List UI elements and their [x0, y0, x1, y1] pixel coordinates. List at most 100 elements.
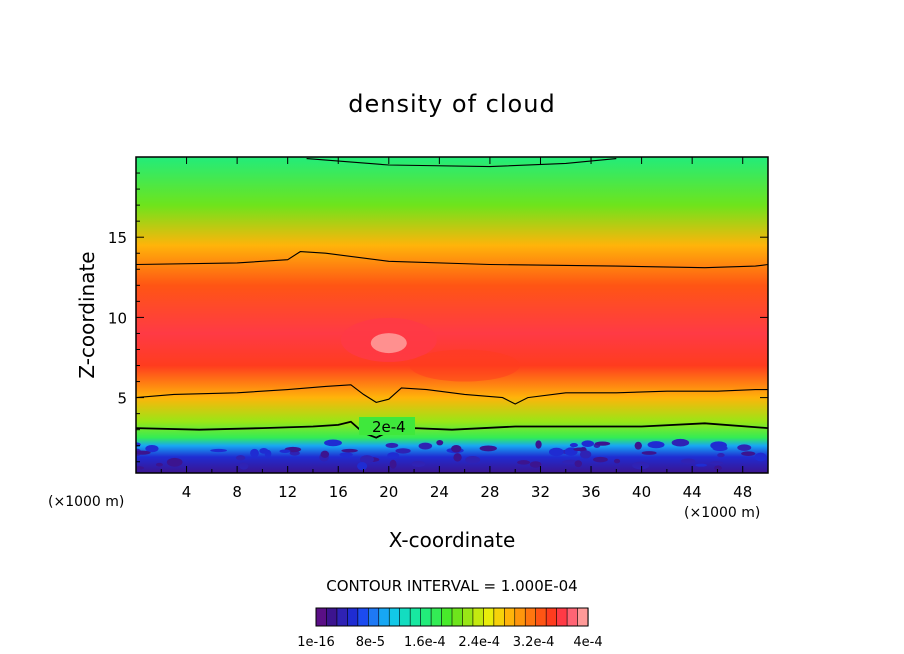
contour-line [306, 158, 617, 168]
cloud-density-field [136, 157, 768, 473]
low-level-noise [709, 461, 724, 465]
density-lobe [409, 349, 520, 382]
plot-area [136, 157, 768, 473]
colorbar-swatch [545, 607, 558, 627]
low-level-noise [581, 440, 595, 447]
colorbar-swatch [315, 607, 328, 627]
x-tick-label: 40 [632, 483, 651, 501]
low-level-noise [641, 451, 657, 455]
colorbar-swatch [504, 607, 516, 627]
low-level-noise [155, 462, 163, 467]
colorbar-swatch [483, 607, 495, 627]
x-tick-label: 8 [232, 483, 242, 501]
low-level-noise [548, 447, 564, 457]
y-axis-unit: (×1000 m) [684, 505, 760, 521]
colorbar-swatch [357, 607, 369, 627]
colorbar-swatch [441, 607, 453, 627]
x-tick-label: 24 [430, 483, 449, 501]
low-level-noise [320, 450, 330, 458]
low-level-noise [647, 441, 665, 449]
low-level-noise [387, 452, 400, 459]
colorbar-swatch [388, 607, 401, 627]
low-level-noise [574, 460, 582, 468]
colorbar-swatch [556, 607, 568, 627]
low-level-noise [453, 453, 462, 462]
low-level-noise [259, 447, 269, 454]
colorbar-tick-label: 4e-4 [573, 635, 602, 650]
colorbar-tick-label: 8e-5 [356, 635, 385, 650]
colorbar-swatch [462, 607, 474, 627]
low-level-noise [479, 445, 497, 452]
low-level-noise [741, 451, 756, 456]
y-tick-label: 5 [117, 390, 127, 408]
x-tick-label: 44 [683, 483, 702, 501]
field-features [136, 317, 767, 471]
colorbar-swatch [409, 607, 422, 627]
contour-interval-text: CONTOUR INTERVAL = 1.000E-04 [326, 577, 577, 595]
low-level-noise [517, 460, 531, 465]
low-level-noise [714, 465, 722, 471]
colorbar-tick-labels: 1e-16 8e-5 1.6e-4 2.4e-4 3.2e-4 4e-4 [297, 635, 602, 650]
colorbar-tick-label: 2.4e-4 [458, 635, 500, 650]
colorbar-swatch [420, 607, 432, 627]
low-level-noise [594, 441, 611, 446]
colorbar-swatch [535, 607, 547, 627]
low-level-noise [579, 450, 592, 459]
low-level-noise [411, 460, 426, 467]
x-axis-ticks: 4 8 12 16 20 24 28 32 36 40 44 48 [160, 157, 752, 501]
x-axis-label: X-coordinate [389, 528, 516, 552]
low-level-noise [737, 444, 752, 451]
low-level-noise [166, 457, 183, 467]
colorbar-swatch [399, 607, 411, 627]
low-level-noise [712, 445, 728, 452]
chart-title: density of cloud [348, 90, 555, 118]
low-level-noise [239, 462, 249, 470]
low-level-noise [451, 445, 462, 453]
low-level-noise [671, 438, 690, 447]
low-level-noise [569, 443, 578, 448]
low-level-noise [145, 444, 159, 453]
colorbar-swatch [493, 607, 505, 627]
y-tick-label: 10 [108, 309, 127, 327]
low-level-noise [695, 463, 708, 467]
colorbar-swatch [514, 607, 526, 627]
colorbar-tick-label: 1.6e-4 [404, 635, 446, 650]
low-level-noise [357, 462, 368, 471]
contour-label-bg [359, 417, 415, 435]
x-tick-label: 28 [480, 483, 499, 501]
x-axis-unit: (×1000 m) [48, 494, 124, 510]
density-max-core [370, 333, 407, 354]
low-level-noise [250, 448, 259, 458]
x-tick-label: 32 [531, 483, 550, 501]
low-level-noise [395, 448, 411, 454]
low-level-noise [681, 458, 696, 465]
low-level-noise [632, 461, 650, 470]
colorbar-swatch [577, 607, 589, 627]
colorbar-swatch [336, 607, 348, 627]
colorbar-swatch [347, 607, 359, 627]
contour-line [136, 384, 768, 405]
low-level-noise [385, 442, 399, 448]
x-tick-label: 20 [379, 483, 398, 501]
low-level-noise [324, 439, 342, 447]
x-tick-label: 48 [733, 483, 752, 501]
low-level-noise [717, 453, 725, 458]
low-level-noise [341, 448, 358, 453]
x-tick-label: 16 [329, 483, 348, 501]
colorbar-tick-label: 1e-16 [297, 635, 335, 650]
low-level-noise [389, 459, 397, 469]
low-level-noise [465, 455, 481, 464]
colorbar-swatch [472, 607, 484, 627]
low-level-noise [529, 461, 542, 468]
y-tick-label: 15 [108, 229, 127, 247]
colorbar-swatch [378, 607, 390, 627]
colorbar [315, 607, 589, 627]
colorbar-swatch [368, 607, 380, 627]
low-level-noise [593, 456, 608, 463]
low-level-noise [436, 439, 444, 446]
plot-frame [135, 156, 769, 474]
low-level-noise [634, 441, 642, 450]
colorbar-tick-label: 3.2e-4 [513, 635, 555, 650]
low-level-noise [136, 450, 151, 455]
